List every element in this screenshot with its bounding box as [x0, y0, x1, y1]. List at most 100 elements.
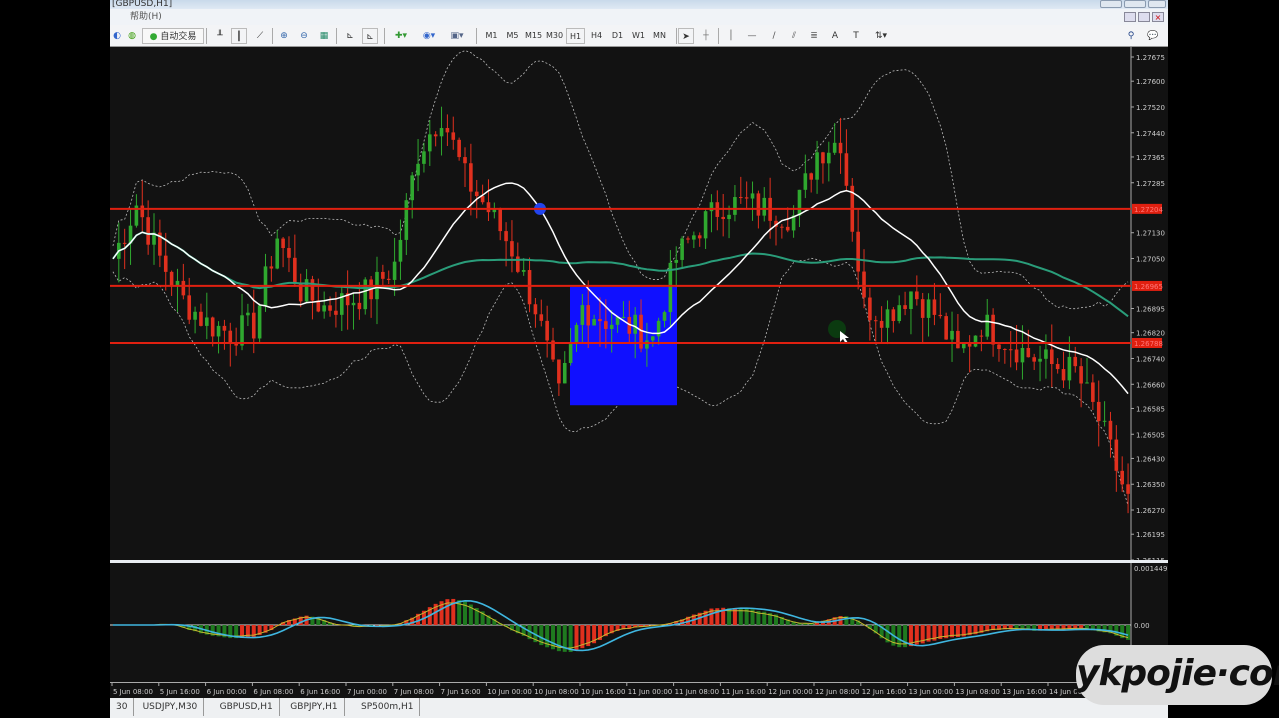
timeframe-m5[interactable]: M5: [506, 31, 519, 40]
window-title: [GBPUSD,H1]: [112, 0, 173, 9]
histogram-bar: [245, 625, 250, 638]
candle-body: [686, 238, 690, 240]
timeframe-h1[interactable]: H1: [566, 28, 585, 44]
histogram-bar: [263, 625, 268, 633]
close-button[interactable]: [1148, 0, 1166, 8]
zoom-out-icon[interactable]: ⊖: [300, 31, 308, 41]
price-chart[interactable]: 1.27675 1.27600 1.27520 1.27440 1.27365 1.272…: [110, 47, 1168, 565]
time-label: 7 Jun 08:00: [394, 688, 434, 696]
candle-body: [803, 173, 808, 190]
candle-body: [404, 200, 409, 240]
candle-body: [692, 235, 696, 240]
candle-body: [674, 259, 679, 263]
histogram-bar: [404, 620, 409, 625]
tile-windows-icon[interactable]: ▦: [319, 31, 329, 41]
candle-body: [492, 208, 497, 213]
autotrade-button[interactable]: ● 自动交易: [142, 28, 204, 44]
price-chart-canvas[interactable]: 1.27675 1.27600 1.27520 1.27440 1.27365 1.272…: [110, 47, 1168, 565]
candle-body: [1044, 349, 1048, 359]
globe-icon[interactable]: ◍: [128, 31, 136, 41]
timeframe-d1[interactable]: D1: [611, 31, 624, 40]
maximize-button[interactable]: [1124, 0, 1146, 8]
time-label: 7 Jun 00:00: [347, 688, 387, 696]
histogram-bar: [926, 625, 931, 642]
timeframe-h4[interactable]: H4: [590, 31, 603, 40]
autoscroll-icon[interactable]: ⊾: [362, 28, 378, 44]
histogram-bar: [721, 607, 726, 625]
chart-tab[interactable]: 30: [110, 698, 135, 716]
indicator-pane[interactable]: 0.0014497 0.00: [110, 563, 1172, 682]
histogram-bar: [932, 625, 937, 641]
histogram-bar: [979, 625, 984, 633]
candlestick-icon[interactable]: ┃: [231, 28, 247, 44]
text-label-icon[interactable]: T: [853, 31, 859, 41]
candle-body: [879, 320, 884, 328]
indicator-canvas[interactable]: 0.0014497 0.00: [110, 563, 1172, 682]
child-close-button[interactable]: ×: [1152, 12, 1164, 22]
candle-body: [457, 139, 461, 158]
periods-icon[interactable]: ◉▾: [422, 31, 436, 41]
candle-body: [410, 175, 414, 201]
chart-shift-icon[interactable]: ⊾: [346, 31, 354, 41]
time-axis: 5 Jun 08:00 5 Jun 16:00 6 Jun 00:00 6 Jun 0…: [110, 682, 1168, 698]
channel-icon[interactable]: ⫽: [791, 31, 796, 41]
indicators-icon[interactable]: ✚▾: [394, 31, 408, 41]
menu-help[interactable]: 帮助(H): [130, 12, 162, 22]
cursor-icon[interactable]: ➤: [678, 28, 694, 44]
crosshair-icon[interactable]: ┼: [703, 31, 709, 41]
price-tick-label: 1.27130: [1136, 230, 1165, 238]
histogram-bar: [697, 612, 702, 625]
fibonacci-icon[interactable]: ≣: [810, 31, 818, 41]
candle-body: [656, 320, 661, 337]
horizontal-line-icon[interactable]: —: [747, 31, 757, 41]
bar-chart-icon[interactable]: ╨: [217, 31, 223, 41]
trendline-icon[interactable]: /: [772, 31, 776, 41]
chat-icon[interactable]: 💬: [1147, 31, 1159, 41]
candle-body: [392, 261, 397, 280]
candle-body: [545, 320, 549, 341]
candle-body: [733, 197, 737, 215]
timeframe-m15[interactable]: M15: [524, 31, 543, 40]
navigator-icon[interactable]: ◐: [113, 31, 121, 41]
candle-body: [938, 314, 943, 317]
histogram-bar: [286, 620, 291, 625]
candle-body: [815, 152, 819, 180]
text-icon[interactable]: A: [831, 31, 839, 41]
zoom-in-icon[interactable]: ⊕: [280, 31, 288, 41]
chart-tab[interactable]: SP500m,H1: [355, 698, 421, 716]
candle-body: [128, 225, 133, 244]
chart-tab[interactable]: USDJPY,M30: [137, 698, 205, 716]
child-minimize-button[interactable]: [1124, 12, 1136, 22]
time-label: 12 Jun 16:00: [862, 688, 906, 696]
line-chart-icon[interactable]: ⟋: [256, 31, 264, 41]
chart-tab[interactable]: GBPJPY,H1: [284, 698, 345, 716]
vertical-line-icon[interactable]: │: [728, 31, 734, 41]
chart-tab[interactable]: GBPUSD,H1: [214, 698, 280, 716]
timeframe-m1[interactable]: M1: [485, 31, 498, 40]
timeframe-w1[interactable]: W1: [632, 31, 645, 40]
search-icon[interactable]: ⚲: [1127, 31, 1135, 41]
candle-body: [568, 344, 573, 363]
candle-body: [251, 312, 256, 339]
histogram-bar: [1084, 625, 1089, 630]
histogram-bar: [1090, 625, 1095, 631]
hline-price-label-bg: [1132, 203, 1162, 214]
arrows-icon[interactable]: ⇅▾: [874, 31, 888, 41]
histogram-bar: [703, 610, 708, 625]
timeframe-m30[interactable]: M30: [545, 31, 564, 40]
minimize-button[interactable]: [1100, 0, 1122, 8]
timeframe-mn[interactable]: MN: [653, 31, 666, 40]
mouse-cursor-icon: [840, 331, 849, 344]
child-restore-button[interactable]: [1138, 12, 1150, 22]
time-label: 11 Jun 00:00: [628, 688, 672, 696]
candle-body: [645, 340, 649, 349]
candle-body: [539, 314, 544, 321]
time-label: 6 Jun 16:00: [300, 688, 340, 696]
candle-body: [598, 319, 602, 322]
time-label: 13 Jun 00:00: [909, 688, 953, 696]
histogram-bar: [1055, 625, 1060, 630]
templates-icon[interactable]: ▣▾: [450, 31, 464, 41]
histogram-bar: [856, 620, 861, 625]
candle-body: [639, 314, 643, 349]
histogram-bar: [750, 609, 755, 625]
